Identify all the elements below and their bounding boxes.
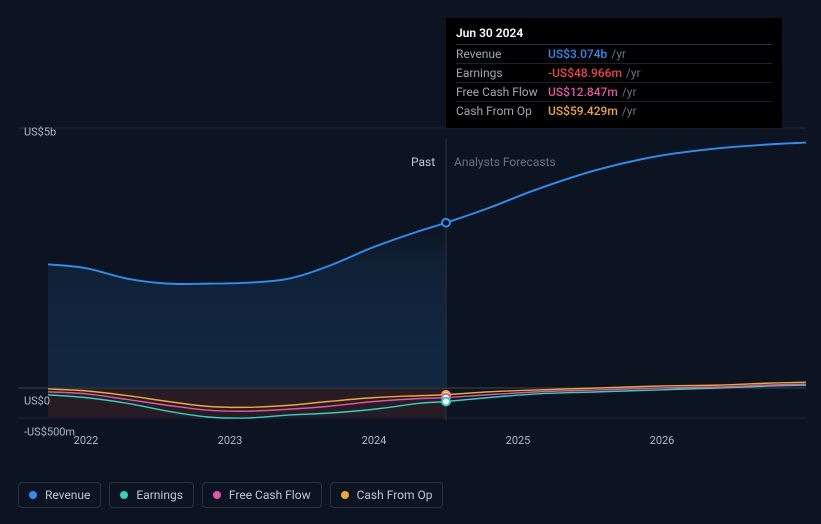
tooltip-row-label: Revenue	[456, 47, 548, 61]
legend-label: Revenue	[45, 488, 90, 502]
legend-label: Earnings	[136, 488, 183, 502]
y-axis-label: -US$500m	[24, 426, 75, 439]
tooltip-row-value: US$3.074b	[548, 47, 607, 61]
tooltip-row-value: US$59.429m	[548, 104, 618, 118]
x-axis-label: 2025	[506, 434, 531, 447]
tooltip-row-unit: /yr	[626, 66, 641, 80]
legend-dot-icon	[341, 491, 349, 499]
legend-label: Free Cash Flow	[229, 488, 311, 502]
tooltip-row-value: -US$48.966m	[548, 66, 622, 80]
y-axis-label: US$5b	[24, 126, 56, 139]
x-axis-label: 2026	[650, 434, 675, 447]
legend-dot-icon	[213, 491, 221, 499]
legend-item-earnings[interactable]: Earnings	[109, 482, 194, 508]
tooltip-row: Free Cash FlowUS$12.847m/yr	[456, 82, 772, 101]
tooltip-row-unit: /yr	[622, 104, 637, 118]
past-section-label: Past	[411, 155, 435, 169]
tooltip-row-unit: /yr	[611, 47, 626, 61]
hover-marker-revenue	[442, 219, 450, 227]
legend-label: Cash From Op	[357, 488, 433, 502]
legend-dot-icon	[29, 491, 37, 499]
y-axis-label: US$0	[24, 395, 50, 408]
tooltip-date: Jun 30 2024	[456, 26, 772, 40]
x-axis-label: 2024	[362, 434, 387, 447]
tooltip-row-unit: /yr	[622, 85, 637, 99]
tooltip-row-value: US$12.847m	[548, 85, 618, 99]
tooltip-row: Cash From OpUS$59.429m/yr	[456, 101, 772, 120]
tooltip-row-label: Free Cash Flow	[456, 85, 548, 99]
tooltip-row: Earnings-US$48.966m/yr	[456, 63, 772, 82]
tooltip-row-label: Cash From Op	[456, 104, 548, 118]
chart-legend: Revenue Earnings Free Cash Flow Cash From O…	[18, 482, 443, 508]
tooltip-row: RevenueUS$3.074b/yr	[456, 44, 772, 63]
legend-dot-icon	[120, 491, 128, 499]
x-axis-label: 2022	[74, 434, 99, 447]
chart-past-shade	[48, 139, 446, 421]
tooltip-row-label: Earnings	[456, 66, 548, 80]
chart-tooltip: Jun 30 2024 RevenueUS$3.074b/yrEarnings-…	[446, 18, 782, 128]
hover-marker-earnings	[442, 398, 450, 406]
x-axis-label: 2023	[218, 434, 243, 447]
legend-item-cfo[interactable]: Cash From Op	[330, 482, 444, 508]
legend-item-fcf[interactable]: Free Cash Flow	[202, 482, 322, 508]
legend-item-revenue[interactable]: Revenue	[18, 482, 101, 508]
forecast-section-label: Analysts Forecasts	[454, 155, 556, 169]
